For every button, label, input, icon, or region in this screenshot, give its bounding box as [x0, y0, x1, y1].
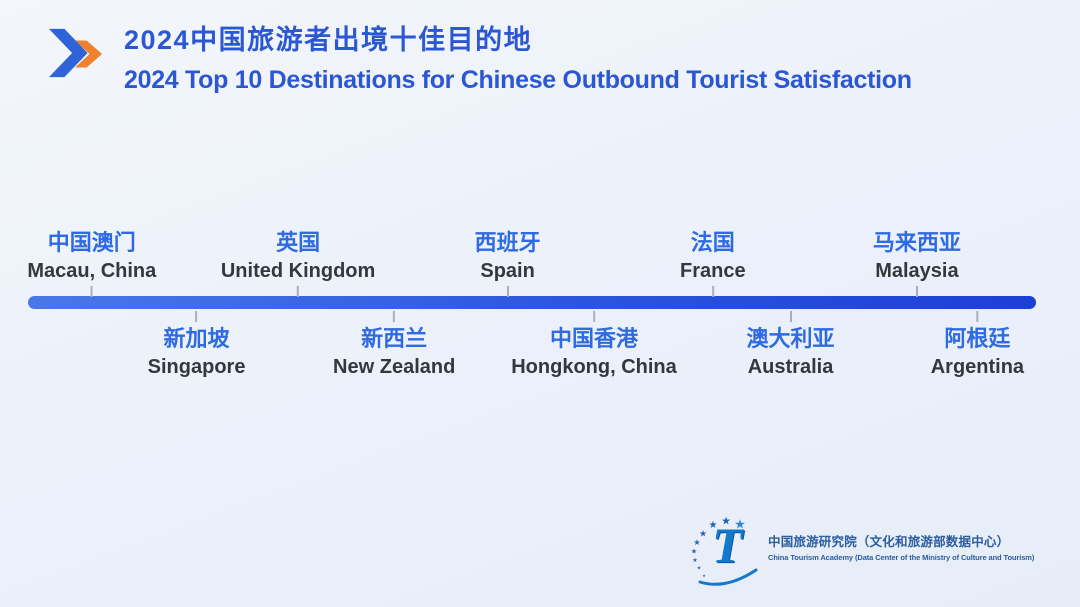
- logo-star-icon: ★: [721, 515, 731, 528]
- destination-name-zh: 阿根廷: [944, 326, 1011, 351]
- logo-star-icon: ★: [693, 538, 701, 547]
- logo-star-icon: ★: [698, 528, 708, 539]
- destination-8: 澳大利亚 Australia: [747, 310, 835, 381]
- destination-name-zh: 中国香港: [549, 326, 639, 351]
- destination-2: 新加坡 Singapore: [147, 310, 246, 381]
- tick-mark: [976, 311, 979, 322]
- timeline-line: [28, 296, 1036, 309]
- tick-mark: [195, 311, 198, 322]
- destination-name-en: Australia: [747, 356, 834, 378]
- destination-name-en: Hongkong, China: [511, 356, 677, 378]
- destination-name-en: France: [680, 260, 746, 282]
- destination-9: 马来西亚 Malaysia: [873, 229, 961, 297]
- tick-mark: [915, 286, 918, 297]
- destination-name-zh: 澳大利亚: [746, 326, 835, 351]
- title-block: 2024中国旅游者出境十佳目的地 2024 Top 10 Destination…: [124, 24, 912, 95]
- destination-name-en: New Zealand: [333, 356, 456, 378]
- org-name-en: China Tourism Academy (Data Center of th…: [768, 553, 1035, 562]
- destination-name-en: United Kingdom: [220, 260, 376, 282]
- destination-name-zh: 英国: [276, 230, 321, 255]
- destination-name-en: Macau, China: [27, 260, 157, 282]
- destination-name-zh: 法国: [690, 230, 735, 255]
- tick-mark: [393, 311, 396, 322]
- tick-mark: [297, 286, 300, 297]
- logo-star-icon: ★: [734, 516, 746, 532]
- destination-name-en: Argentina: [930, 356, 1025, 378]
- logo-star-icon: ★: [696, 565, 702, 572]
- tick-mark: [711, 286, 714, 297]
- destination-name-en: Spain: [480, 260, 535, 282]
- tick-mark: [592, 311, 595, 322]
- logo-star-icon: ★: [690, 548, 698, 556]
- footer-text-block: 中国旅游研究院（文化和旅游部数据中心） China Tourism Academ…: [768, 514, 1034, 562]
- china-tourism-academy-logo: ★ ★ ★ ★ ★ ★ ★ ★ ★ T: [688, 514, 764, 594]
- page-title-en: 2024 Top 10 Destinations for Chinese Out…: [124, 66, 912, 94]
- destination-name-zh: 西班牙: [474, 230, 541, 255]
- destination-name-en: Malaysia: [875, 260, 959, 282]
- tick-mark: [506, 286, 509, 297]
- logo-star-icon: ★: [702, 573, 706, 578]
- destination-6: 中国香港 Hongkong, China: [511, 310, 677, 381]
- destination-name-en: Singapore: [147, 356, 246, 378]
- destination-name-zh: 中国澳门: [47, 230, 136, 255]
- footer: ★ ★ ★ ★ ★ ★ ★ ★ ★ T 中国旅游研究院（文化和旅游部数据中心） …: [688, 514, 1034, 594]
- org-name-zh: 中国旅游研究院（文化和旅游部数据中心）: [768, 535, 1010, 549]
- destination-3: 英国 United Kingdom: [221, 229, 375, 297]
- destination-10: 阿根廷 Argentina: [931, 310, 1024, 381]
- page-title-zh: 2024中国旅游者出境十佳目的地: [124, 25, 533, 55]
- logo-t-letter: T: [712, 517, 743, 573]
- destination-4: 新西兰 New Zealand: [333, 310, 455, 381]
- destination-name-zh: 新加坡: [163, 326, 230, 351]
- destination-name-zh: 新西兰: [361, 326, 428, 351]
- tick-mark: [90, 286, 93, 297]
- destination-1: 中国澳门 Macau, China: [27, 229, 156, 297]
- double-chevron-icon: [48, 28, 103, 78]
- destination-5: 西班牙 Spain: [475, 229, 541, 297]
- header: 2024中国旅游者出境十佳目的地 2024 Top 10 Destination…: [48, 24, 912, 95]
- destination-7: 法国 France: [680, 229, 746, 297]
- logo-star-icon: ★: [692, 558, 698, 564]
- tick-mark: [789, 311, 792, 322]
- logo-star-icon: ★: [708, 520, 718, 531]
- destination-name-zh: 马来西亚: [872, 230, 961, 255]
- logo-swoosh-icon: [698, 568, 758, 586]
